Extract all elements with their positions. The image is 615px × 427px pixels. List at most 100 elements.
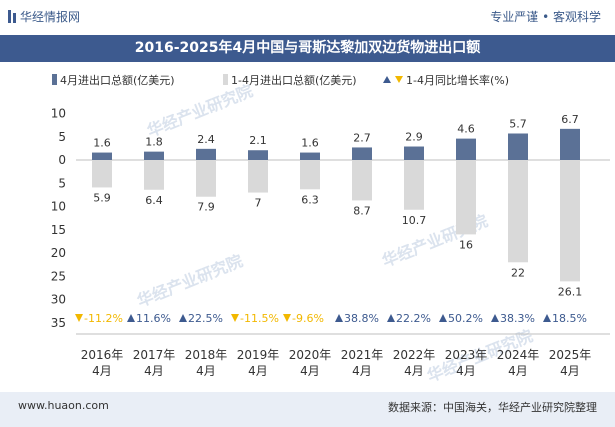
bar-monthly-label: 1.8: [145, 136, 163, 149]
growth-label: 11.6%: [136, 312, 171, 325]
x-tick-label-month: 4月: [456, 364, 476, 378]
x-tick-label: 2024年 4月: [497, 348, 540, 378]
growth-up-triangle-icon: [491, 314, 499, 322]
y-tick-label: 20: [51, 246, 66, 260]
bar-monthly: [300, 152, 320, 160]
chart-title: 2016-2025年4月中国与哥斯达黎加双边货物进出口额: [0, 35, 615, 62]
y-tick-label: 30: [51, 293, 66, 307]
bar-cumulative-label: 6.4: [145, 194, 163, 207]
slogan: 专业严谨 • 客观科学: [490, 10, 601, 24]
bar-monthly: [92, 152, 112, 160]
brand-name: 华经情报网: [20, 10, 81, 24]
x-axis: 2016年 4月 2017年 4月 2018年 4月 2019年 4月 2020年 4月 2021年…: [76, 333, 610, 378]
bars: 1.6 1.8 2.4 2.1 1.6 2.7 2.9 4.6 5.7 6.7 5.9 6.4 7.9 7…: [92, 113, 583, 298]
x-tick-label-year: 2017年: [133, 348, 176, 362]
x-tick-label: 2017年 4月: [133, 348, 176, 378]
y-tick-label: 10: [51, 107, 66, 121]
bar-monthly: [196, 148, 216, 160]
bar-monthly: [144, 151, 164, 160]
bar-monthly-label: 2.1: [249, 134, 267, 147]
top-bar: 华经情报网 专业严谨 • 客观科学: [0, 0, 615, 34]
website-link[interactable]: www.huaon.com: [18, 399, 109, 412]
bar-cumulative-label: 5.9: [93, 191, 111, 204]
growth-label: 18.5%: [552, 312, 587, 325]
legend-swatch-cumulative: [223, 74, 228, 85]
bar-cumulative: [144, 160, 164, 190]
growth-label: -9.6%: [292, 312, 324, 325]
bar-cumulative: [196, 160, 216, 197]
x-tick-label-month: 4月: [404, 364, 424, 378]
y-tick-label: 35: [51, 316, 66, 330]
growth-up-triangle-icon: [127, 314, 135, 322]
watermark-text: 华经产业研究院: [134, 251, 245, 311]
x-tick-label: 2020年 4月: [289, 348, 332, 378]
x-tick-label-month: 4月: [196, 364, 216, 378]
growth-down-triangle-icon: [231, 314, 239, 322]
bar-cumulative-label: 26.1: [558, 285, 583, 298]
footer: [0, 392, 615, 427]
bar-cumulative-label: 7: [255, 197, 262, 210]
bar-monthly-label: 6.7: [561, 113, 579, 126]
x-tick-label-year: 2016年: [81, 348, 124, 362]
growth-down-triangle-icon: [283, 314, 291, 322]
x-tick-label-month: 4月: [300, 364, 320, 378]
x-tick-label: 2018年 4月: [185, 348, 228, 378]
growth-label: 50.2%: [448, 312, 483, 325]
bar-cumulative: [92, 160, 112, 188]
bar-monthly: [248, 150, 268, 160]
bar-monthly: [560, 128, 580, 160]
bar-cumulative: [560, 160, 580, 282]
legend-label-monthly: 4月进出口总额(亿美元): [60, 73, 175, 87]
data-source: 数据来源：中国海关，华经产业研究院整理: [388, 401, 597, 414]
legend-swatch-monthly: [52, 74, 57, 85]
x-tick-label-month: 4月: [92, 364, 112, 378]
legend: 4月进出口总额(亿美元) 1-4月进出口总额(亿美元) 1-4月同比增长率(%): [52, 73, 509, 87]
bar-cumulative-label: 10.7: [402, 214, 427, 227]
x-tick-label-year: 2025年: [549, 348, 592, 362]
y-axis: 10 5 0 5 10 15 20 25 30 35: [51, 107, 610, 330]
growth-label: -11.5%: [240, 312, 279, 325]
y-tick-label: 10: [51, 200, 66, 214]
bar-cumulative: [404, 160, 424, 210]
x-tick-label: 2025年 4月: [549, 348, 592, 378]
bar-cumulative: [508, 160, 528, 263]
growth-up-triangle-icon: [439, 314, 447, 322]
legend-label-growth: 1-4月同比增长率(%): [406, 73, 509, 87]
brand-logo-icon: [8, 10, 16, 23]
growth-up-triangle-icon: [335, 314, 343, 322]
x-tick-label-month: 4月: [508, 364, 528, 378]
bar-monthly: [352, 147, 372, 160]
bar-cumulative: [456, 160, 476, 235]
y-tick-label: 15: [51, 223, 66, 237]
bar-cumulative-label: 22: [511, 266, 525, 279]
bar-cumulative-label: 6.3: [301, 193, 319, 206]
growth-label: -11.2%: [84, 312, 123, 325]
watermark-text: 华经产业研究院: [144, 81, 255, 141]
x-tick-label-year: 2023年: [445, 348, 488, 362]
x-tick-label-year: 2018年: [185, 348, 228, 362]
bar-monthly-label: 2.4: [197, 133, 215, 146]
bar-monthly-label: 1.6: [93, 137, 111, 150]
legend-triangle-up-icon: [383, 76, 391, 83]
y-tick-label: 0: [58, 153, 66, 167]
bar-monthly-label: 5.7: [509, 117, 527, 130]
bar-cumulative: [352, 160, 372, 201]
bar-cumulative-label: 8.7: [353, 204, 371, 217]
x-tick-label: 2022年 4月: [393, 348, 436, 378]
growth-label: 38.8%: [344, 312, 379, 325]
x-tick-label-year: 2021年: [341, 348, 384, 362]
x-tick-label-month: 4月: [560, 364, 580, 378]
bar-monthly: [456, 138, 476, 160]
x-tick-label-month: 4月: [248, 364, 268, 378]
x-tick-label-month: 4月: [352, 364, 372, 378]
x-tick-label: 2019年 4月: [237, 348, 280, 378]
x-tick-label-year: 2019年: [237, 348, 280, 362]
growth-row: -11.2% 11.6% 22.5% -11.5% -9.6% 38.8% 22.2% 50.…: [75, 312, 587, 325]
x-tick-label-year: 2024年: [497, 348, 540, 362]
x-tick-label-year: 2020年: [289, 348, 332, 362]
bar-monthly-label: 2.9: [405, 131, 423, 144]
legend-triangle-down-icon: [395, 76, 403, 83]
x-tick-label-month: 4月: [144, 364, 164, 378]
legend-label-cumulative: 1-4月进出口总额(亿美元): [231, 73, 357, 87]
